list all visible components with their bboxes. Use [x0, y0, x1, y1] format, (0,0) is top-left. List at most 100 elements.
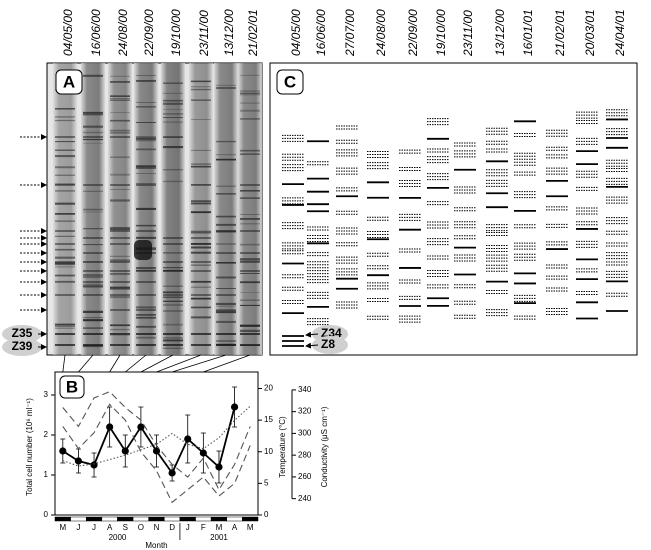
lane-label: 27/07/00 [343, 9, 357, 57]
y2-tick-label: 15 [264, 415, 273, 424]
lane-label: 16/06/00 [314, 9, 328, 56]
data-point [106, 423, 114, 431]
connector [203, 354, 251, 373]
connector [109, 354, 121, 373]
data-point [121, 447, 129, 455]
data-point [152, 447, 161, 455]
series-line [62, 405, 251, 467]
gel-lane [189, 63, 213, 355]
gel-blob [134, 240, 152, 260]
month-strip [179, 516, 196, 522]
lane-label: 24/04/01 [613, 9, 627, 57]
gel-lane [161, 63, 185, 355]
marker-badge [2, 338, 42, 356]
month-strip [148, 516, 165, 522]
lane-label: 23/11/00 [461, 10, 475, 57]
lane-label: 04/05/00 [289, 9, 303, 56]
marker-label: Z35 [12, 326, 33, 340]
data-point [90, 461, 98, 469]
data-point [199, 449, 207, 457]
panel-letter-box [59, 375, 85, 399]
y-tick-label: 3 [44, 390, 49, 399]
y3-tick-label: 260 [298, 472, 312, 481]
y3-axis-label: Conductivity (μS cm⁻¹) [320, 406, 329, 487]
lane-label: 24/08/00 [116, 9, 130, 57]
y-tick-label: 0 [44, 510, 49, 519]
month-strip [242, 516, 259, 522]
lane-label: 16/06/00 [89, 9, 103, 56]
y3-tick-label: 280 [298, 450, 312, 459]
data-point [230, 403, 239, 411]
data-point [74, 457, 83, 465]
x-tick-label: O [138, 523, 144, 532]
connector [156, 354, 202, 373]
x-tick-label: J [76, 523, 80, 532]
lane-label: 22/09/00 [142, 9, 156, 57]
y-tick-label: 1 [44, 470, 49, 479]
series-line [62, 403, 251, 504]
gel-lane [108, 63, 132, 355]
lane-label: 13/12/00 [222, 9, 236, 56]
gel-lane [238, 63, 262, 355]
lane-label: 13/12/00 [493, 9, 507, 56]
marker-label: Z39 [12, 339, 33, 353]
month-strip [70, 516, 87, 522]
series-line [62, 391, 251, 491]
y2-tick-label: 5 [264, 478, 269, 487]
month-strip [210, 516, 228, 522]
month-strip [132, 516, 149, 522]
lane-label: 20/03/01 [583, 9, 597, 57]
connector [78, 354, 94, 373]
panel-letter: B [66, 377, 78, 396]
month-strip [226, 516, 243, 522]
marker-badge [312, 336, 348, 354]
gel-lane [53, 63, 77, 355]
lane-label: 19/10/00 [434, 9, 448, 56]
y3-tick-label: 320 [298, 407, 312, 416]
lane-label: 23/11/00 [197, 10, 211, 57]
schematic-frame [269, 62, 638, 356]
connector [125, 354, 147, 373]
month-strip [195, 516, 212, 522]
panel-letter: C [284, 72, 296, 91]
lane-label: 24/08/00 [374, 9, 388, 57]
x-tick-label: S [123, 523, 128, 532]
y3-tick-label: 340 [298, 385, 312, 394]
y-axis-label: Total cell number (10⁶ ml⁻¹) [25, 398, 34, 496]
y3-tick-label: 300 [298, 429, 312, 438]
marker-badge [2, 325, 42, 343]
lane-label: 21/02/01 [246, 9, 260, 57]
month-strip [101, 516, 118, 522]
lane-label: 16/01/01 [521, 9, 535, 56]
connector [140, 354, 174, 373]
lane-label: 21/02/01 [553, 9, 567, 57]
x-tick-label: F [201, 523, 206, 532]
panel-letter-box [276, 69, 304, 95]
panel-letter: A [63, 72, 75, 91]
y2-tick-label: 10 [264, 447, 273, 456]
panel-letter-box [55, 69, 83, 95]
x-tick-label: J [92, 523, 96, 532]
data-point [215, 463, 223, 471]
data-point [168, 469, 176, 477]
lane-label: 22/09/00 [406, 9, 420, 57]
year-label: 2001 [210, 533, 228, 542]
month-strip [54, 516, 71, 522]
data-point [184, 435, 192, 443]
x-tick-label: M [59, 523, 66, 532]
x-tick-label: A [232, 523, 238, 532]
marker-arrow [305, 342, 319, 349]
data-point [137, 423, 145, 431]
data-point [59, 447, 67, 455]
year-label: 2000 [109, 533, 127, 542]
x-tick-label: D [169, 523, 175, 532]
y3-tick-label: 240 [298, 494, 312, 503]
connector [62, 354, 66, 373]
y2-axis-label: Temperature (°C) [278, 416, 287, 478]
y2-tick-label: 20 [264, 384, 273, 393]
month-strip [117, 516, 134, 522]
gel-lane [81, 63, 105, 355]
x-tick-label: J [186, 523, 190, 532]
marker-arrow [305, 331, 319, 338]
